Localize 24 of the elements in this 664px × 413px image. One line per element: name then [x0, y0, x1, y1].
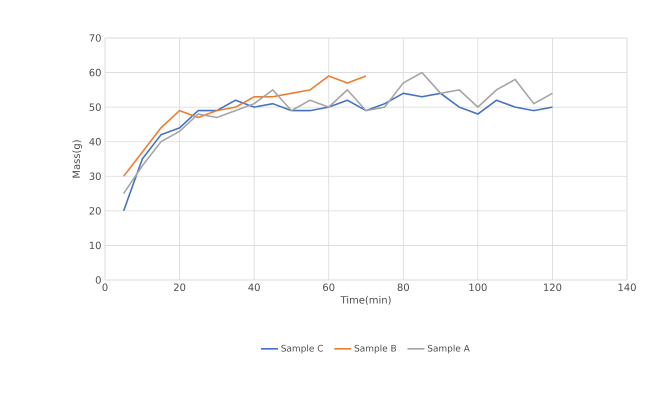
y-tick-label: 40 [89, 138, 101, 146]
y-tick-label: 60 [90, 68, 101, 76]
x-tick-label: 0 [102, 284, 108, 292]
x-tick-label: 20 [174, 284, 186, 292]
y-tick-label: 50 [90, 103, 101, 111]
x-tick-label: 40 [248, 284, 260, 292]
line-series [122, 72, 554, 194]
y-tick-label: 10 [90, 242, 101, 250]
x-tick-label: 60 [323, 284, 334, 292]
line-series [122, 75, 367, 178]
legend-label: Sample B [354, 344, 396, 354]
x-tick-label: 140 [618, 284, 636, 292]
x-tick-label: 100 [469, 284, 487, 292]
legend-label: Sample C [281, 344, 324, 354]
y-tick-label: 30 [90, 172, 101, 180]
y-axis-title: Mass(g) [72, 140, 82, 178]
y-tick-label: 0 [96, 276, 101, 284]
x-tick-label: 120 [544, 284, 562, 292]
legend-label: Sample A [428, 344, 470, 354]
y-tick-label: 20 [90, 207, 101, 215]
x-axis-title: Time(min) [340, 296, 391, 305]
x-tick-label: 80 [398, 284, 409, 292]
y-tick-label: 70 [90, 34, 101, 42]
line-series [122, 92, 554, 212]
